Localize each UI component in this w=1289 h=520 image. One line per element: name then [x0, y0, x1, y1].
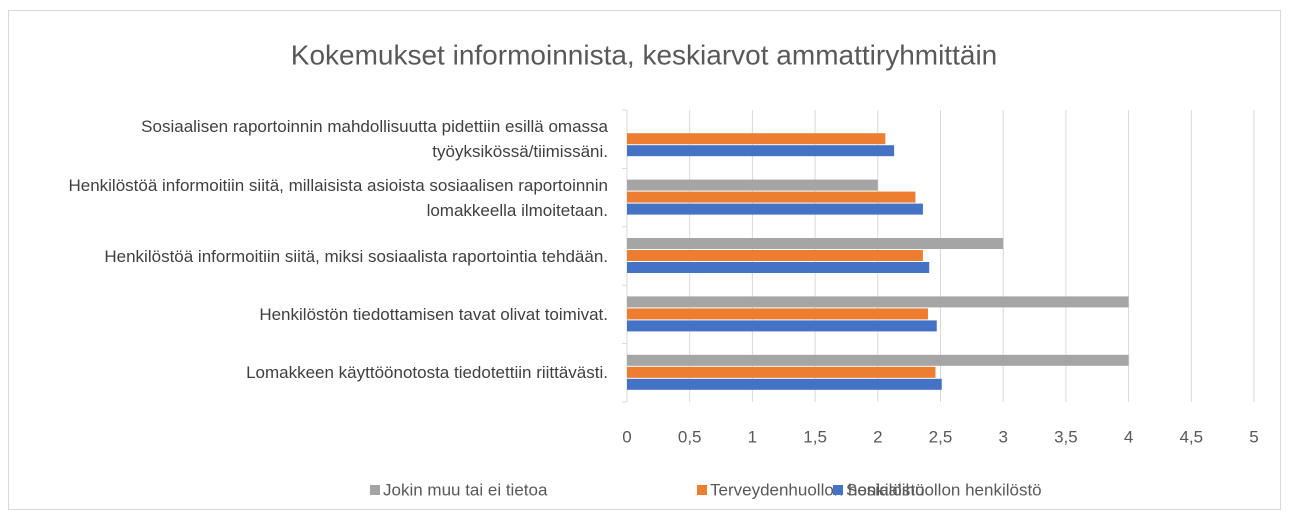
x-tick-label: 1: [748, 427, 757, 446]
bar: [627, 354, 1129, 366]
legend-label: Jokin muu tai ei tietoa: [383, 480, 548, 499]
x-tick-label: 4,5: [1179, 427, 1203, 446]
x-tick-label: 3,5: [1054, 427, 1078, 446]
legend-swatch: [697, 485, 707, 495]
x-tick-label: 0,5: [678, 427, 702, 446]
y-tick-label: Henkilöstöä informoitiin siitä, miksi so…: [104, 246, 608, 266]
bar: [627, 308, 928, 320]
chart-title: Kokemukset informoinnista, keskiarvot am…: [291, 39, 997, 70]
bar: [627, 203, 923, 215]
x-tick-label: 4: [1124, 427, 1133, 446]
x-tick-label: 2,5: [929, 427, 953, 446]
legend-label: Sosiaalihuollon henkilöstö: [846, 480, 1042, 499]
bar: [627, 320, 937, 332]
y-tick-label: Henkilöstön tiedottamisen tavat olivat t…: [259, 304, 608, 324]
y-tick-label: Henkilöstöä informoitiin siitä, millaisi…: [68, 175, 608, 220]
bar: [627, 145, 895, 157]
legend-label: Terveydenhuollon henkilöstö: [710, 480, 925, 499]
bar: [627, 366, 936, 378]
y-tick-label: Lomakkeen käyttöönotosta tiedotettiin ri…: [246, 363, 608, 383]
bar: [627, 296, 1129, 308]
legend-swatch: [370, 485, 380, 495]
bar: [627, 179, 878, 191]
bar: [627, 378, 942, 390]
bar: [627, 262, 930, 273]
bar: [627, 250, 923, 261]
x-tick-label: 1,5: [803, 427, 827, 446]
bar: [627, 238, 1004, 249]
x-tick-label: 5: [1249, 427, 1258, 446]
x-tick-label: 3: [998, 427, 1007, 446]
x-tick-label: 0: [622, 427, 631, 446]
bar: [627, 133, 886, 145]
bar: [627, 191, 916, 203]
legend-swatch: [833, 485, 843, 495]
y-tick-label: Sosiaalisen raportoinnin mahdollisuutta …: [141, 117, 608, 162]
x-tick-label: 2: [873, 427, 882, 446]
